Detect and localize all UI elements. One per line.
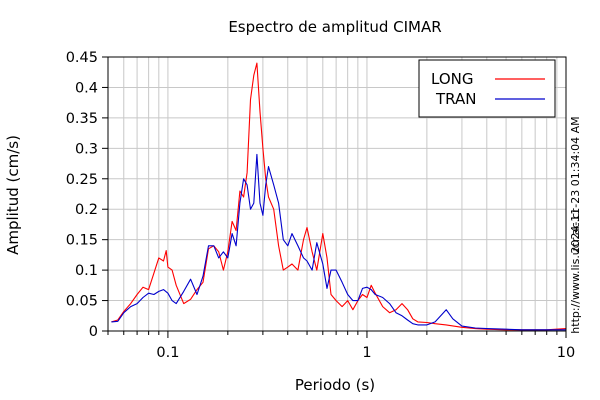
- series-lines: [111, 62, 567, 331]
- y-tick-label: 0.05: [66, 294, 98, 310]
- series-line-long: [111, 62, 567, 331]
- x-tick-label: 10: [557, 345, 575, 361]
- x-tick-labels: 0.1 1 10: [156, 345, 575, 361]
- y-tick-label: 0.25: [66, 172, 98, 188]
- legend-label-long: LONG: [431, 70, 473, 88]
- y-axis-label: Amplitud (cm/s): [4, 135, 22, 255]
- x-tick-label: 0.1: [156, 345, 179, 361]
- y-tick-label: 0.15: [66, 233, 98, 249]
- grid: [102, 56, 567, 338]
- y-tick-label: 0.4: [75, 80, 98, 96]
- y-tick-label: 0: [89, 324, 98, 340]
- y-tick-labels: 0 0.05 0.1 0.15 0.2 0.25 0.3 0.35 0.4 0.45: [66, 50, 98, 340]
- x-tick-label: 1: [362, 345, 371, 361]
- series-line-tran: [111, 153, 566, 331]
- y-tick-label: 0.1: [75, 263, 98, 279]
- legend-label-tran: TRAN: [435, 90, 476, 108]
- timestamp-label: 2024-11-23 01:34:04 AM: [569, 116, 582, 253]
- plot-frame: [107, 56, 567, 332]
- y-tick-label: 0.45: [66, 50, 98, 66]
- y-tick-label: 0.3: [75, 141, 98, 157]
- x-axis-label: Periodo (s): [295, 376, 375, 394]
- legend: LONG TRAN: [418, 59, 556, 118]
- legend-box: [418, 59, 556, 118]
- source-url-label: http://www.lis.ucr.ac.cr: [569, 208, 582, 334]
- chart-title: Espectro de amplitud CIMAR: [228, 18, 441, 36]
- y-tick-label: 0.35: [66, 111, 98, 127]
- y-tick-label: 0.2: [75, 202, 98, 218]
